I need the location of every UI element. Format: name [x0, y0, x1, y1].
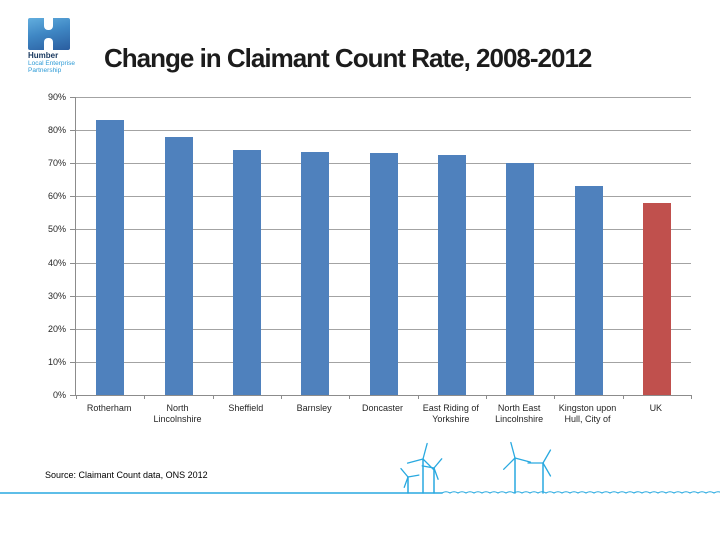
x-axis-category-label: East Riding of Yorkshire: [422, 403, 479, 424]
wind-turbines-coastline-graphic: [0, 441, 720, 494]
y-axis-tick: [70, 295, 76, 297]
bar-east-riding-of-yorkshire: [437, 154, 466, 395]
x-axis-category-label: North Lincolnshire: [153, 403, 202, 424]
wind-turbine-tall: [527, 449, 552, 494]
gridline: [76, 97, 691, 98]
y-axis-tick-label: 70%: [47, 158, 66, 169]
bar-doncaster: [369, 153, 398, 395]
logo-subtitle-line2: Partnership: [28, 67, 62, 74]
y-axis-tick-label: 20%: [47, 323, 66, 334]
y-axis-tick: [70, 163, 76, 165]
y-axis-tick-label: 90%: [47, 92, 66, 102]
bar-barnsley: [301, 151, 330, 395]
x-axis-tick: [622, 395, 624, 399]
wind-turbine-tall: [406, 442, 435, 494]
y-axis-tick: [70, 328, 76, 330]
x-axis-category-label: UK: [649, 403, 663, 413]
x-axis-tick: [417, 395, 419, 399]
y-axis-tick-label: 30%: [47, 290, 66, 301]
wind-turbine-small: [400, 467, 420, 494]
y-axis-tick: [70, 196, 76, 198]
x-axis-category-label: Barnsley: [296, 403, 332, 413]
source-note: Source: Claimant Count data, ONS 2012: [45, 470, 208, 480]
humber-lep-logo: Humber Local Enterprise Partnership: [28, 18, 98, 74]
bar-rotherham: [96, 120, 125, 395]
bar-uk: [642, 202, 671, 395]
humber-h-logo-icon: [28, 18, 70, 50]
bar-kingston-upon-hull-city-of: [574, 186, 603, 395]
logo-name: Humber: [28, 51, 59, 60]
y-axis-tick: [70, 395, 76, 396]
x-axis-tick: [144, 395, 146, 399]
x-axis-tick: [212, 395, 214, 399]
x-axis-tick: [349, 395, 351, 399]
y-axis-tick-label: 0%: [52, 390, 66, 400]
x-axis-category-label: Rotherham: [86, 403, 132, 413]
y-axis-labels: 90% 80% 70% 60% 50% 40% 30% 20% 10% 0%: [0, 92, 66, 400]
bar-north-lincolnshire: [164, 136, 193, 395]
y-axis-tick: [70, 262, 76, 264]
plot-area: [70, 97, 692, 399]
x-axis-category-label: Sheffield: [228, 403, 264, 413]
y-axis-tick-label: 60%: [47, 191, 66, 202]
y-axis-tick-label: 50%: [47, 224, 66, 235]
x-axis-tick: [691, 395, 692, 399]
x-axis-category-label: Doncaster: [361, 403, 403, 413]
gridline: [76, 130, 691, 132]
y-axis-tick: [70, 361, 76, 363]
x-axis-tick: [281, 395, 282, 399]
y-axis-tick-label: 10%: [47, 356, 66, 367]
bar-north-east-lincolnshire: [506, 163, 535, 395]
y-axis-tick-label: 40%: [47, 257, 66, 268]
y-axis-tick: [70, 229, 76, 231]
x-axis-tick: [76, 395, 77, 399]
wind-turbine-tall: [503, 441, 532, 494]
x-axis-tick: [486, 395, 487, 399]
x-axis-category-label: Kingston upon Hull, City of: [558, 403, 617, 424]
y-axis-tick: [70, 130, 76, 132]
bar-sheffield: [232, 149, 261, 395]
wind-turbine-medium: [421, 458, 443, 494]
x-axis-labels: Rotherham North Lincolnshire Sheffield Barn…: [75, 403, 690, 437]
y-axis-tick-label: 80%: [47, 125, 66, 136]
y-axis-tick: [70, 97, 76, 98]
page-title: Change in Claimant Count Rate, 2008-2012: [104, 43, 592, 74]
wave-line: [441, 491, 720, 494]
x-axis-category-label: North East Lincolnshire: [495, 403, 544, 424]
x-axis-tick: [554, 395, 556, 399]
logo-subtitle-line1: Local Enterprise: [28, 60, 75, 67]
